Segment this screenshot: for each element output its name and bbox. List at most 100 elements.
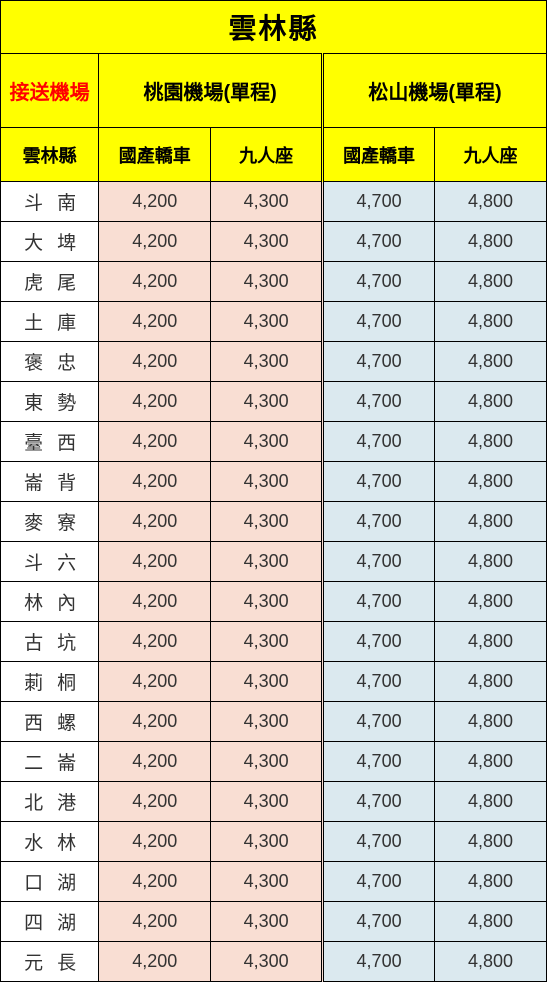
- cell-location: 元長: [1, 942, 99, 982]
- table-row: 虎尾4,2004,3004,7004,800: [1, 262, 547, 302]
- cell-ss-sedan: 4,700: [323, 462, 435, 502]
- cell-ty-sedan: 4,200: [99, 382, 211, 422]
- cell-ty-sedan: 4,200: [99, 742, 211, 782]
- cell-location: 褒忠: [1, 342, 99, 382]
- cell-ss-sedan: 4,700: [323, 742, 435, 782]
- cell-ss-van: 4,800: [435, 822, 547, 862]
- cell-ss-sedan: 4,700: [323, 622, 435, 662]
- cell-ty-van: 4,300: [211, 862, 323, 902]
- cell-location: 斗南: [1, 182, 99, 222]
- table-row: 四湖4,2004,3004,7004,800: [1, 902, 547, 942]
- table-row: 西螺4,2004,3004,7004,800: [1, 702, 547, 742]
- cell-ss-sedan: 4,700: [323, 342, 435, 382]
- table-row: 古坑4,2004,3004,7004,800: [1, 622, 547, 662]
- cell-ty-van: 4,300: [211, 502, 323, 542]
- cell-ty-sedan: 4,200: [99, 262, 211, 302]
- cell-location: 古坑: [1, 622, 99, 662]
- cell-ty-sedan: 4,200: [99, 542, 211, 582]
- table-row: 水林4,2004,3004,7004,800: [1, 822, 547, 862]
- cell-ss-sedan: 4,700: [323, 582, 435, 622]
- table-row: 臺西4,2004,3004,7004,800: [1, 422, 547, 462]
- cell-location: 二崙: [1, 742, 99, 782]
- cell-ss-sedan: 4,700: [323, 542, 435, 582]
- cell-location: 口湖: [1, 862, 99, 902]
- cell-ty-sedan: 4,200: [99, 422, 211, 462]
- cell-ty-van: 4,300: [211, 462, 323, 502]
- table-row: 林內4,2004,3004,7004,800: [1, 582, 547, 622]
- cell-ss-sedan: 4,700: [323, 942, 435, 982]
- cell-ty-van: 4,300: [211, 382, 323, 422]
- table-row: 元長4,2004,3004,7004,800: [1, 942, 547, 982]
- cell-ss-sedan: 4,700: [323, 422, 435, 462]
- cell-ty-sedan: 4,200: [99, 582, 211, 622]
- cell-ss-van: 4,800: [435, 622, 547, 662]
- table-row: 麥寮4,2004,3004,7004,800: [1, 502, 547, 542]
- table-row: 莿桐4,2004,3004,7004,800: [1, 662, 547, 702]
- cell-ss-sedan: 4,700: [323, 702, 435, 742]
- cell-ty-sedan: 4,200: [99, 822, 211, 862]
- cell-ss-van: 4,800: [435, 662, 547, 702]
- cell-location: 莿桐: [1, 662, 99, 702]
- cell-ty-van: 4,300: [211, 182, 323, 222]
- cell-ty-van: 4,300: [211, 302, 323, 342]
- cell-ty-van: 4,300: [211, 222, 323, 262]
- cell-ss-van: 4,800: [435, 422, 547, 462]
- cell-ss-van: 4,800: [435, 862, 547, 902]
- cell-ss-van: 4,800: [435, 582, 547, 622]
- cell-location: 東勢: [1, 382, 99, 422]
- cell-ty-sedan: 4,200: [99, 622, 211, 662]
- cell-location: 崙背: [1, 462, 99, 502]
- header-airport-label: 接送機場: [1, 54, 99, 128]
- price-table-container: 雲林縣 接送機場 桃園機場(單程) 松山機場(單程) 雲林縣 國產轎車 九人座 …: [0, 0, 547, 982]
- cell-ss-van: 4,800: [435, 542, 547, 582]
- cell-ss-sedan: 4,700: [323, 262, 435, 302]
- cell-location: 麥寮: [1, 502, 99, 542]
- cell-ss-van: 4,800: [435, 222, 547, 262]
- table-row: 斗南4,2004,3004,7004,800: [1, 182, 547, 222]
- cell-ty-van: 4,300: [211, 702, 323, 742]
- table-title: 雲林縣: [1, 1, 547, 54]
- cell-ty-sedan: 4,200: [99, 902, 211, 942]
- cell-ty-van: 4,300: [211, 622, 323, 662]
- cell-ss-van: 4,800: [435, 382, 547, 422]
- cell-ty-sedan: 4,200: [99, 182, 211, 222]
- table-row: 崙背4,2004,3004,7004,800: [1, 462, 547, 502]
- cell-location: 斗六: [1, 542, 99, 582]
- cell-ss-sedan: 4,700: [323, 502, 435, 542]
- cell-ty-sedan: 4,200: [99, 302, 211, 342]
- cell-location: 四湖: [1, 902, 99, 942]
- table-row: 東勢4,2004,3004,7004,800: [1, 382, 547, 422]
- cell-ss-sedan: 4,700: [323, 382, 435, 422]
- cell-ty-van: 4,300: [211, 542, 323, 582]
- table-row: 北港4,2004,3004,7004,800: [1, 782, 547, 822]
- cell-ty-sedan: 4,200: [99, 702, 211, 742]
- cell-ss-van: 4,800: [435, 462, 547, 502]
- header-ss-van: 九人座: [435, 128, 547, 182]
- table-row: 土庫4,2004,3004,7004,800: [1, 302, 547, 342]
- cell-ty-van: 4,300: [211, 422, 323, 462]
- table-row: 大埤4,2004,3004,7004,800: [1, 222, 547, 262]
- header-songshan: 松山機場(單程): [323, 54, 547, 128]
- cell-ss-van: 4,800: [435, 702, 547, 742]
- cell-ss-van: 4,800: [435, 342, 547, 382]
- cell-ss-sedan: 4,700: [323, 822, 435, 862]
- cell-ty-sedan: 4,200: [99, 662, 211, 702]
- cell-ty-sedan: 4,200: [99, 782, 211, 822]
- cell-location: 西螺: [1, 702, 99, 742]
- cell-ty-sedan: 4,200: [99, 342, 211, 382]
- cell-ss-sedan: 4,700: [323, 662, 435, 702]
- table-row: 口湖4,2004,3004,7004,800: [1, 862, 547, 902]
- header-ty-sedan: 國產轎車: [99, 128, 211, 182]
- cell-location: 林內: [1, 582, 99, 622]
- cell-ss-sedan: 4,700: [323, 222, 435, 262]
- price-table: 雲林縣 接送機場 桃園機場(單程) 松山機場(單程) 雲林縣 國產轎車 九人座 …: [0, 0, 547, 982]
- cell-ty-van: 4,300: [211, 782, 323, 822]
- cell-ss-sedan: 4,700: [323, 182, 435, 222]
- cell-ty-van: 4,300: [211, 822, 323, 862]
- table-body: 斗南4,2004,3004,7004,800大埤4,2004,3004,7004…: [1, 182, 547, 982]
- table-row: 褒忠4,2004,3004,7004,800: [1, 342, 547, 382]
- cell-ss-sedan: 4,700: [323, 302, 435, 342]
- cell-ss-van: 4,800: [435, 782, 547, 822]
- header-ss-sedan: 國產轎車: [323, 128, 435, 182]
- cell-ss-van: 4,800: [435, 942, 547, 982]
